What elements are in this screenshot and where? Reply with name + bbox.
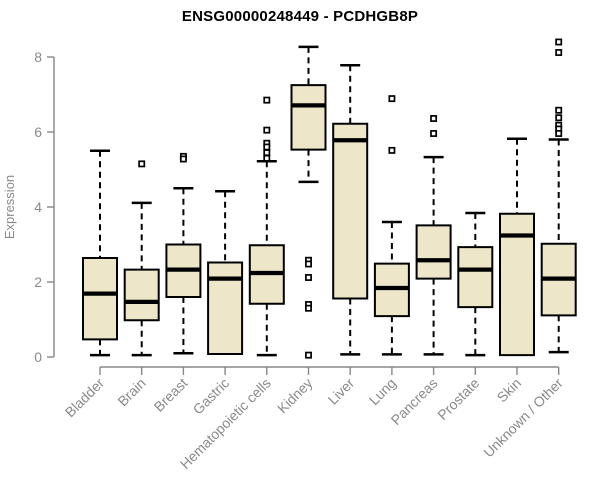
outlier-point — [263, 96, 271, 104]
outlier-point — [179, 155, 187, 163]
x-tick-label-bladder: Bladder — [62, 375, 108, 421]
outlier-point — [263, 154, 271, 162]
boxplot-unknown-other — [540, 38, 577, 354]
outlier-point — [263, 126, 271, 134]
x-tick-label-liver: Liver — [325, 375, 358, 408]
box-iqr — [457, 246, 494, 309]
box-iqr — [82, 257, 118, 341]
x-tick-label-brain: Brain — [114, 375, 148, 409]
x-tick-label-breast: Breast — [151, 375, 191, 415]
outlier-point — [555, 114, 563, 122]
box-iqr — [332, 122, 369, 300]
outlier-point — [305, 304, 312, 312]
y-tick-label: 8 — [34, 49, 42, 65]
outlier-point — [430, 130, 438, 137]
x-tick-label-unknown-other: Unknown / Other — [480, 375, 566, 461]
x-tick-label-prostate: Prostate — [434, 375, 482, 423]
y-tick-label: 2 — [34, 274, 42, 290]
box-iqr — [290, 84, 327, 151]
outlier-point — [263, 143, 271, 151]
outlier-point — [388, 146, 396, 154]
y-tick-label: 4 — [34, 199, 42, 215]
x-tick-label-kidney: Kidney — [274, 375, 316, 417]
box-iqr — [415, 224, 452, 280]
outlier-point — [305, 351, 312, 359]
boxplot-breast — [165, 152, 202, 355]
outlier-point — [555, 49, 563, 56]
boxplot-bladder — [82, 149, 118, 357]
boxplot-kidney — [290, 45, 327, 359]
y-tick-label: 0 — [34, 349, 42, 365]
outlier-point — [555, 38, 563, 46]
x-tick-label-skin: Skin — [494, 375, 525, 406]
outlier-point — [305, 260, 312, 268]
box-iqr — [207, 261, 244, 355]
y-tick-label: 6 — [34, 124, 42, 140]
outlier-point — [430, 115, 438, 122]
y-axis-title: Expression — [2, 175, 17, 239]
x-tick-label-lung: Lung — [366, 375, 399, 408]
box-iqr — [123, 268, 160, 322]
boxplot-pancreas — [415, 115, 452, 356]
outlier-point — [138, 160, 146, 168]
boxplot-gastric — [207, 190, 244, 355]
outlier-point — [555, 106, 563, 114]
boxplot-hematopoietic-cells — [248, 96, 285, 357]
outlier-point — [263, 149, 271, 157]
outlier-point — [388, 95, 396, 103]
boxplot-brain — [123, 160, 160, 357]
boxplot-liver — [332, 64, 369, 356]
chart-title: ENSG00000248449 - PCDHGB8P — [181, 8, 419, 25]
boxplot-prostate — [457, 211, 494, 357]
outlier-point — [555, 130, 563, 137]
boxplot-skin — [499, 137, 535, 357]
outlier-point — [305, 274, 312, 281]
boxplot-lung — [373, 95, 410, 356]
